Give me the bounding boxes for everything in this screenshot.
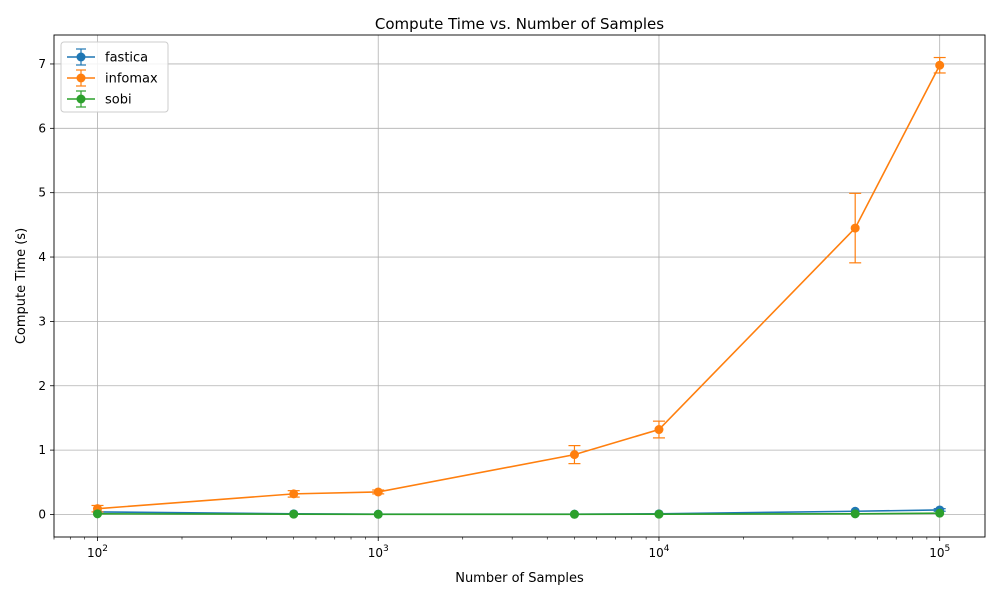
data-point: [569, 450, 579, 460]
grid: [54, 35, 985, 537]
x-tick-label: 102: [87, 544, 108, 560]
legend-item-sobi: sobi: [67, 90, 132, 108]
data-point: [373, 509, 383, 519]
data-point: [850, 509, 860, 519]
series-layer: [91, 56, 946, 519]
data-point: [850, 223, 860, 233]
legend-label: sobi: [105, 93, 132, 108]
legend-marker: [76, 52, 86, 62]
data-point: [654, 509, 664, 519]
legend-item-infomax: infomax: [67, 69, 158, 87]
y-axis-label: Compute Time (s): [14, 228, 29, 344]
data-point: [569, 509, 579, 519]
x-tick-label: 103: [368, 544, 389, 560]
y-tick-label: 2: [38, 379, 46, 393]
legend-label: fastica: [105, 51, 148, 66]
legend-marker: [76, 94, 86, 104]
legend-item-fastica: fastica: [67, 48, 148, 66]
y-tick-label: 4: [38, 250, 46, 264]
data-point: [935, 508, 945, 518]
series-infomax: [91, 56, 946, 514]
series-sobi: [92, 508, 945, 519]
legend-box: [60, 41, 169, 113]
y-tick-label: 0: [38, 507, 46, 521]
y-tick-label: 3: [38, 314, 46, 328]
legend-marker: [76, 73, 86, 83]
y-axis-ticks: 0 1 2 3 4 5 6 7: [38, 57, 54, 521]
data-point: [92, 509, 102, 519]
legend-label: infomax: [105, 72, 158, 87]
data-point: [289, 509, 299, 519]
legend: fastica infomax sobi: [60, 41, 169, 113]
plot-frame: [53, 34, 986, 538]
data-point: [373, 487, 383, 497]
chart-title: Compute Time vs. Number of Samples: [375, 15, 664, 33]
y-tick-label: 7: [38, 57, 46, 71]
y-tick-label: 1: [38, 443, 46, 457]
x-axis-label: Number of Samples: [455, 571, 584, 586]
y-tick-label: 5: [38, 186, 46, 200]
x-axis-ticks: 102 103 104 105: [53, 537, 950, 560]
y-tick-label: 6: [38, 121, 46, 135]
x-tick-label: 105: [929, 544, 950, 560]
data-point: [654, 425, 664, 435]
data-point: [935, 60, 945, 70]
x-tick-label: 104: [648, 544, 669, 560]
data-point: [289, 489, 299, 499]
